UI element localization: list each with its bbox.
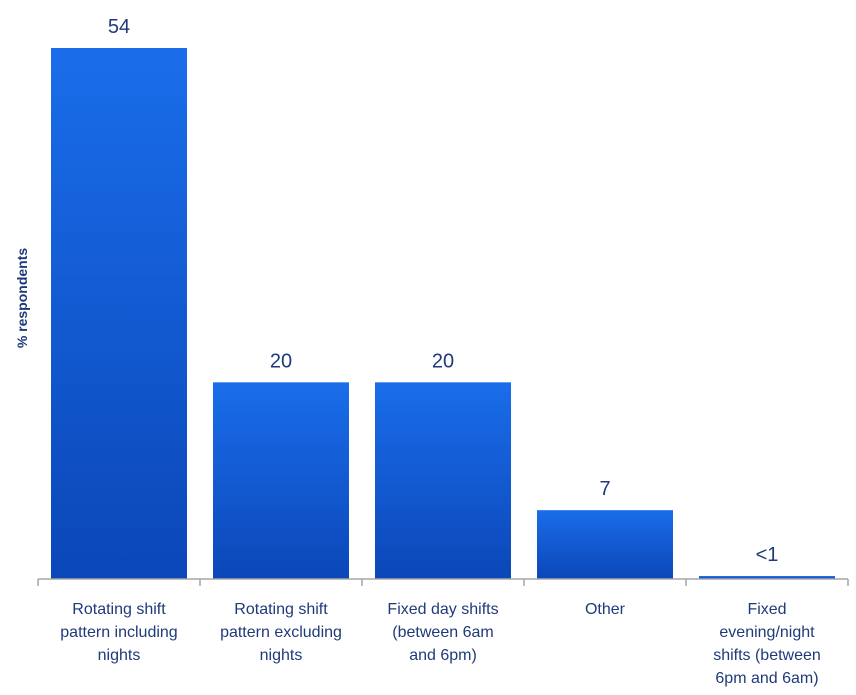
bar xyxy=(537,510,673,579)
bar-value-label: 20 xyxy=(432,350,454,372)
y-axis-label: % respondents xyxy=(14,248,30,349)
category-label: Fixed day shifts (between 6am and 6pm) xyxy=(387,601,498,664)
bar-value-label: <1 xyxy=(756,544,779,566)
category-label: Rotating shift pattern excluding nights xyxy=(220,601,342,664)
bar-value-label: 7 xyxy=(599,478,610,500)
bar xyxy=(51,48,187,579)
bar-value-label: 20 xyxy=(270,350,292,372)
category-label: Fixed evening/night shifts (between 6pm and… xyxy=(713,601,821,687)
bar xyxy=(699,576,835,579)
category-label: Other xyxy=(585,601,626,618)
category-label: Rotating shift pattern including nights xyxy=(60,601,177,664)
bar xyxy=(213,382,349,579)
bar xyxy=(375,382,511,579)
bar-value-label: 54 xyxy=(108,16,130,38)
